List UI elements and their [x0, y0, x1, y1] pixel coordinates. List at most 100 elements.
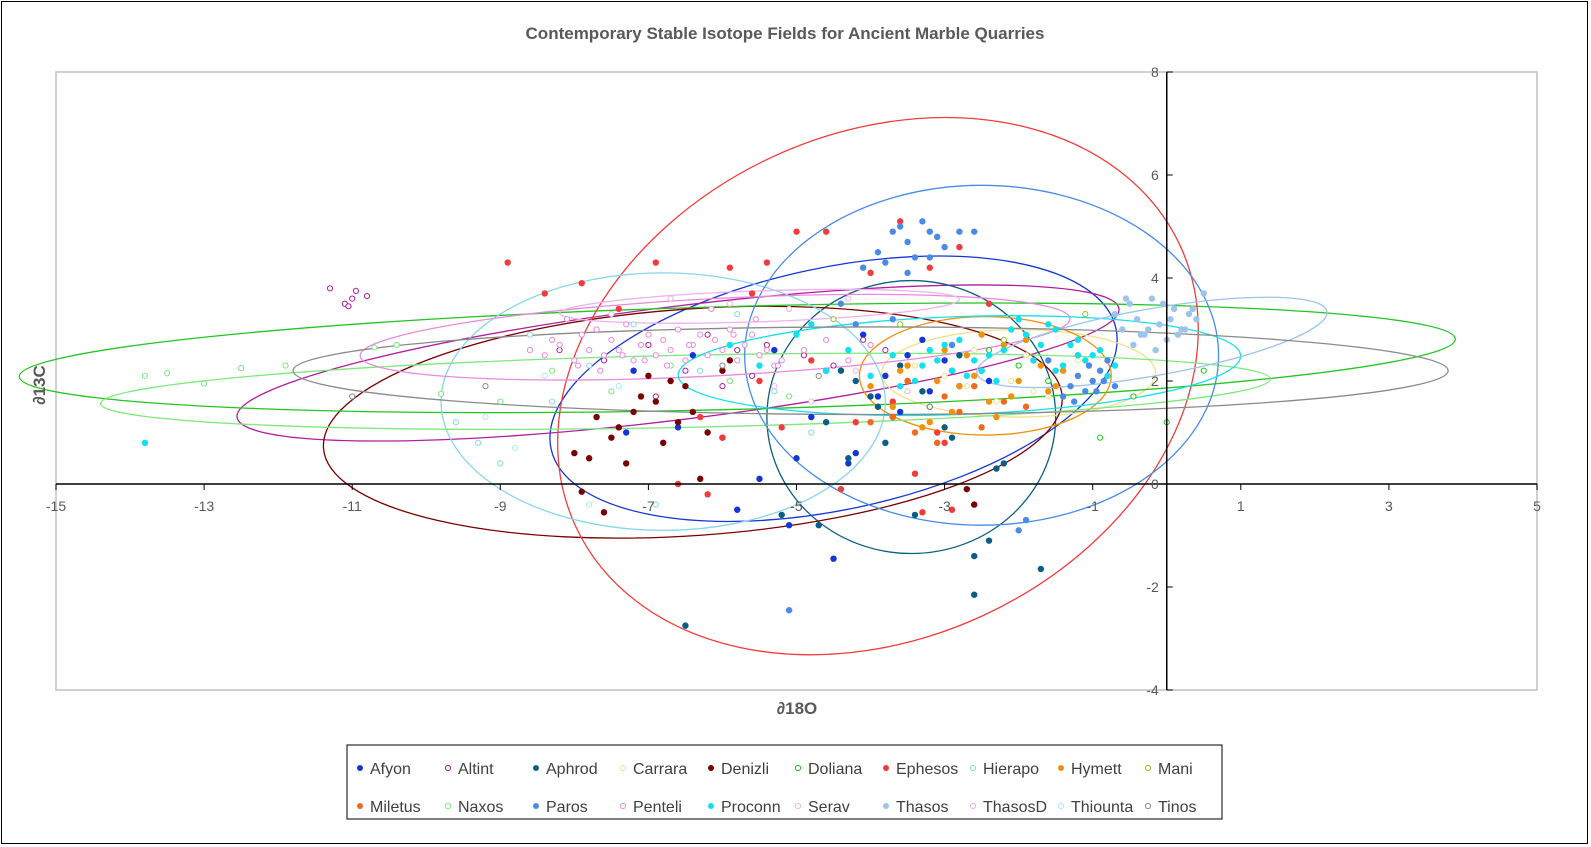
legend-label: Miletus [370, 799, 421, 816]
legend-marker [1057, 802, 1065, 810]
point-hymett-11 [1045, 388, 1052, 395]
legend-label: Mani [1158, 761, 1193, 778]
point-altint-3 [352, 287, 360, 294]
legend-marker [444, 764, 452, 772]
point-penteli-24 [726, 326, 733, 333]
point-afyon-13 [904, 352, 911, 359]
point-paros-0 [874, 249, 882, 256]
point-penteli-34 [574, 362, 582, 369]
point-penteli-9 [615, 347, 622, 354]
point-afyon-2 [674, 424, 682, 431]
point-altint-9 [800, 352, 808, 359]
x-tick-label: 3 [1385, 498, 1393, 514]
point-denizli-20 [719, 367, 726, 374]
point-proconn-30 [1059, 362, 1067, 369]
point-penteli-14 [652, 352, 659, 359]
ellipse-doliana [18, 302, 1456, 414]
point-paros-15 [1059, 393, 1067, 400]
point-altint-2 [349, 295, 356, 302]
point-mani-2 [897, 321, 904, 328]
point-hymett-20 [993, 413, 1000, 421]
point-denizli-6 [622, 460, 630, 467]
point-thasos-11 [1193, 316, 1200, 323]
point-paros-14 [926, 254, 933, 261]
point-tinos-0 [349, 393, 356, 400]
point-penteli-37 [641, 357, 648, 364]
legend-marker [1144, 802, 1152, 810]
point-altint-4 [363, 292, 371, 300]
series-thiounta [482, 372, 622, 508]
point-proconn-15 [1067, 341, 1074, 349]
point-ephesos-3 [615, 305, 622, 313]
point-thiounta-1 [512, 444, 519, 452]
point-carrara-5 [1030, 388, 1037, 395]
point-denizli-7 [630, 408, 637, 416]
point-thasos-8 [1170, 305, 1178, 313]
point-thasos-1 [1119, 326, 1126, 333]
point-proconn-27 [1096, 346, 1104, 354]
legend-item-ephesos: Ephesos [883, 761, 958, 778]
point-ephesos-13 [926, 264, 933, 271]
point-proconn-21 [963, 372, 971, 380]
point-thasos-13 [1130, 341, 1137, 349]
series-paros [785, 218, 1119, 614]
point-denizli-17 [726, 357, 734, 364]
point-altint-18 [719, 383, 726, 390]
point-denizli-8 [645, 372, 652, 380]
point-altint-15 [645, 341, 652, 349]
point-miletus-5 [978, 424, 985, 431]
point-carrara-4 [1008, 377, 1015, 385]
point-denizli-19 [637, 393, 645, 400]
point-altint-0 [326, 285, 334, 292]
ellipse-thasos [976, 296, 1328, 389]
point-paros-27 [785, 606, 793, 614]
point-penteli-1 [541, 352, 548, 359]
point-miletus-0 [867, 419, 874, 426]
point-thasosd-4 [845, 295, 852, 302]
point-proconn-28 [1015, 316, 1022, 323]
point-paros-11 [859, 264, 867, 271]
legend-marker [619, 802, 627, 810]
point-naxos-1 [163, 370, 171, 377]
point-aphrod-1 [815, 522, 822, 529]
point-proconn-32 [993, 377, 1000, 385]
point-hymett-22 [963, 352, 971, 359]
point-penteli-32 [549, 336, 556, 343]
ellipse-paros [744, 184, 1220, 526]
y-tick-label: 0 [1151, 476, 1159, 492]
point-hymett-23 [933, 377, 941, 385]
point-afyon-21 [859, 331, 867, 338]
point-hymett-24 [1052, 382, 1059, 390]
point-hierapo-8 [771, 388, 778, 395]
series-penteli [526, 305, 874, 374]
legend-label: Afyon [370, 761, 411, 778]
point-penteli-13 [645, 331, 652, 338]
point-thiounta-2 [541, 372, 548, 379]
y-tick-label: 2 [1151, 373, 1159, 389]
point-aphrod-20 [867, 393, 874, 400]
point-paros-30 [1045, 357, 1052, 364]
point-denizli-1 [578, 488, 585, 495]
series-miletus [867, 377, 1030, 446]
point-paros-22 [1111, 382, 1119, 390]
legend-marker [883, 765, 889, 771]
point-penteli-21 [704, 352, 711, 359]
point-aphrod-0 [778, 511, 785, 519]
point-naxos-0 [141, 372, 148, 379]
point-altint-19 [748, 372, 756, 379]
legend-label: Hierapo [983, 761, 1039, 778]
point-paros-28 [1015, 527, 1022, 534]
point-hymett-21 [1022, 336, 1030, 343]
point-denizli-16 [704, 429, 711, 436]
point-hierapo-6 [697, 367, 704, 374]
ellipse-afyon [549, 255, 1118, 523]
legend-label: ThasosD [983, 799, 1047, 816]
legend-marker [444, 802, 452, 810]
point-paros-1 [889, 228, 896, 235]
point-doliana-0 [1097, 434, 1104, 441]
point-proconn-12 [1000, 346, 1008, 354]
point-afyon-1 [630, 367, 637, 374]
point-thasos-2 [1126, 300, 1133, 307]
point-naxos-2 [201, 380, 208, 387]
legend-marker [794, 764, 802, 772]
